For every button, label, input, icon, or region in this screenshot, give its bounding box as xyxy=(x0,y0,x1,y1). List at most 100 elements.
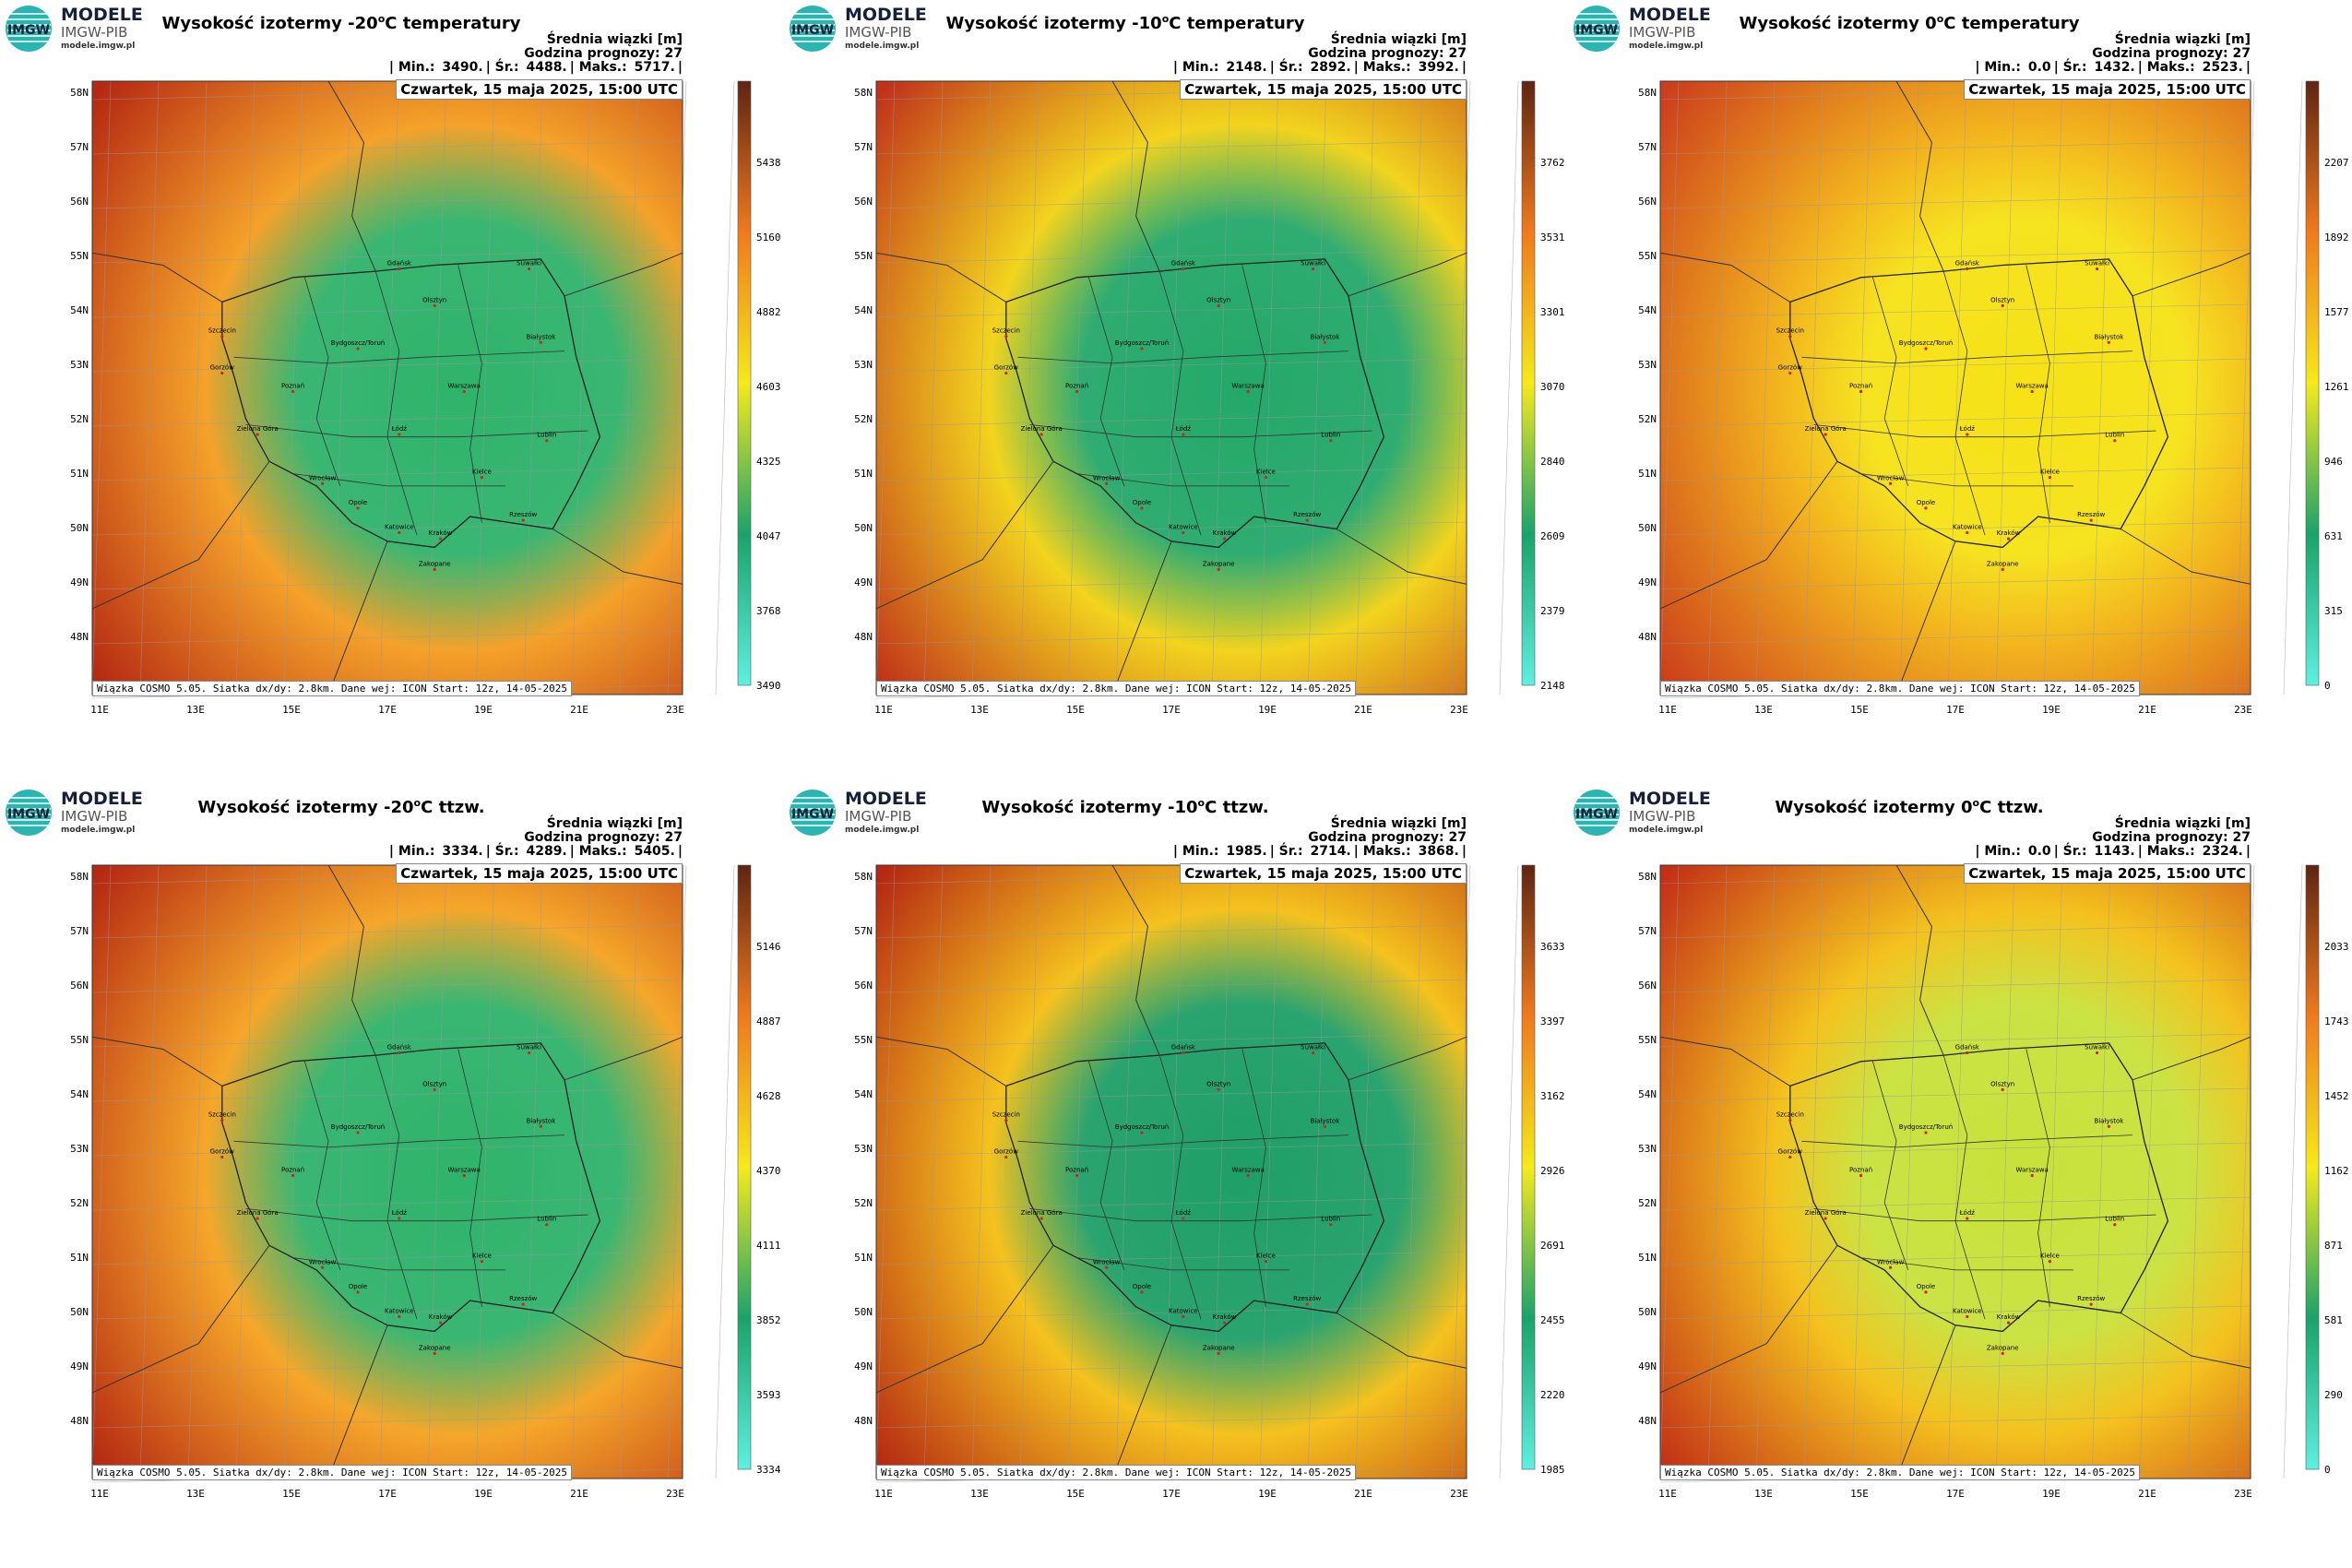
lon-tick-label: 21E xyxy=(1354,704,1372,716)
map-plot: Gdańsk Olsztyn Białystok Suwałki Szczecin Byd… xyxy=(1638,864,2349,1500)
city-marker xyxy=(220,371,224,375)
colorbar-tick-label: 4370 xyxy=(756,1165,781,1177)
city-label: Kielce xyxy=(2040,469,2060,476)
units-label: Średnia wiązki [m] xyxy=(546,32,683,47)
lon-tick-label: 19E xyxy=(474,704,493,716)
imgw-logo-icon: IMGW xyxy=(1574,790,1620,836)
lat-tick-label: 48N xyxy=(1638,1415,1657,1427)
logo-line2: IMGW-PIB xyxy=(61,24,128,41)
colorbar-tick-label: 5438 xyxy=(756,157,781,169)
colorbar-tick-label: 4628 xyxy=(756,1090,781,1102)
city-label: Gorzów xyxy=(210,1148,235,1156)
imgw-logo-icon: IMGW xyxy=(790,790,836,836)
city-label: Warszawa xyxy=(2016,1167,2049,1174)
lat-tick-label: 52N xyxy=(854,1197,873,1209)
lon-tick-label: 15E xyxy=(1850,704,1869,716)
city-marker xyxy=(439,1321,443,1324)
city-marker xyxy=(1329,439,1333,443)
map-plot: Gdańsk Olsztyn Białystok Suwałki Szczecin Byd… xyxy=(854,864,1565,1500)
colorbar-tick-label: 3490 xyxy=(756,680,781,692)
map-panel: IMGW MODELE IMGW-PIB modele.imgw.pl Wysokość… xyxy=(0,784,784,1568)
city-marker xyxy=(1140,347,1144,350)
model-footer: Wiązka COSMO 5.05. Siatka dx/dy: 2.8km. … xyxy=(1660,1465,2140,1480)
logo-text: MODELE IMGW-PIB modele.imgw.pl xyxy=(61,790,143,835)
lon-tick-label: 21E xyxy=(2138,1488,2156,1500)
lat-tick-label: 49N xyxy=(70,1360,89,1372)
lat-tick-label: 48N xyxy=(854,1415,873,1427)
lat-tick-label: 48N xyxy=(1638,631,1657,643)
colorbar-tick-label: 3301 xyxy=(1540,306,1565,318)
lat-tick-label: 53N xyxy=(1638,1143,1657,1155)
city-label: Kielce xyxy=(472,469,492,476)
city-label: Białystok xyxy=(526,1117,556,1124)
city-marker xyxy=(1140,1290,1144,1294)
map-plot: Gdańsk Olsztyn Białystok Suwałki Szczecin Byd… xyxy=(854,80,1565,716)
city-label: Kielce xyxy=(2040,1253,2060,1260)
forecast-hour: Godzina prognozy: 27 xyxy=(524,830,683,845)
lat-tick-label: 56N xyxy=(1638,196,1657,208)
city-marker xyxy=(1966,267,1969,271)
city-label: Opole xyxy=(1133,499,1152,506)
colorbar-tick-label: 2926 xyxy=(1540,1165,1565,1177)
logo-line2: IMGW-PIB xyxy=(845,24,912,41)
lat-tick-label: 57N xyxy=(1638,141,1657,153)
city-marker xyxy=(398,530,401,535)
city-marker xyxy=(1217,1351,1220,1355)
city-marker xyxy=(2001,567,2004,571)
forecast-hour: Godzina prognozy: 27 xyxy=(2092,46,2251,61)
lat-tick-label: 53N xyxy=(70,359,89,371)
logo-line3: modele.imgw.pl xyxy=(61,826,136,835)
stats-info: Średnia wiązki [m] Godzina prognozy: 27 | … xyxy=(389,817,683,859)
city-marker xyxy=(433,1087,436,1091)
city-label: Zielona Góra xyxy=(1805,1209,1847,1217)
city-marker xyxy=(398,1051,401,1055)
lat-tick-label: 57N xyxy=(854,925,873,937)
city-marker xyxy=(1264,476,1267,480)
lat-tick-label: 52N xyxy=(854,413,873,425)
city-label: Olsztyn xyxy=(422,296,446,303)
model-footer: Wiązka COSMO 5.05. Siatka dx/dy: 2.8km. … xyxy=(92,1465,572,1480)
lon-tick-label: 13E xyxy=(970,1488,989,1500)
city-label: Kielce xyxy=(1256,469,1276,476)
logo-text: MODELE IMGW-PIB modele.imgw.pl xyxy=(845,790,927,835)
lon-tick-label: 21E xyxy=(2138,704,2156,716)
city-marker xyxy=(539,1124,543,1128)
imgw-logo-icon: IMGW xyxy=(790,6,836,52)
map-plot: Gdańsk Olsztyn Białystok Suwałki Szczecin Byd… xyxy=(70,80,781,716)
city-marker xyxy=(1182,530,1185,535)
logo-line3: modele.imgw.pl xyxy=(845,826,920,835)
colorbar-tick-label: 2148 xyxy=(1540,680,1565,692)
map-title: Wysokość izotermy 0oC ttzw. xyxy=(1775,797,2044,817)
city-marker xyxy=(1246,1173,1250,1178)
colorbar-tick-label: 1261 xyxy=(2324,381,2349,393)
colorbar-tick-label: 4047 xyxy=(756,530,781,542)
logo-badge-text: IMGW xyxy=(7,807,50,822)
city-marker xyxy=(2096,267,2099,271)
logo-text: MODELE IMGW-PIB modele.imgw.pl xyxy=(61,6,143,51)
city-label: Kraków xyxy=(1213,1313,1237,1321)
city-label: Szczecin xyxy=(992,1111,1020,1119)
lon-tick-label: 17E xyxy=(378,1488,397,1500)
city-label: Kielce xyxy=(1256,1253,1276,1260)
city-label: Bydgoszcz/Toruń xyxy=(1899,339,1953,347)
colorbar xyxy=(2305,80,2320,686)
city-label: Suwałki xyxy=(1301,260,1325,267)
city-marker xyxy=(1924,506,1928,510)
city-marker xyxy=(291,389,295,394)
colorbar-tick-label: 2691 xyxy=(1540,1240,1565,1252)
lat-tick-label: 49N xyxy=(1638,576,1657,588)
lat-tick-label: 57N xyxy=(854,141,873,153)
city-marker xyxy=(2001,1351,2004,1355)
map-title: Wysokość izotermy -10oC temperatury xyxy=(945,13,1305,33)
map-title: Wysokość izotermy -10oC ttzw. xyxy=(981,797,1269,817)
city-marker xyxy=(1823,433,1827,436)
city-label: Gorzów xyxy=(1778,364,1803,372)
city-marker xyxy=(1329,1223,1333,1227)
stats-info: Średnia wiązki [m] Godzina prognozy: 27 | … xyxy=(1173,817,1467,859)
city-label: Łódź xyxy=(391,1209,408,1217)
model-footer: Wiązka COSMO 5.05. Siatka dx/dy: 2.8km. … xyxy=(876,1465,1356,1480)
lon-tick-label: 19E xyxy=(1258,1488,1277,1500)
city-label: Rzeszów xyxy=(2077,1295,2105,1302)
logo-badge-text: IMGW xyxy=(1575,807,1618,822)
model-footer: Wiązka COSMO 5.05. Siatka dx/dy: 2.8km. … xyxy=(1660,681,2140,696)
